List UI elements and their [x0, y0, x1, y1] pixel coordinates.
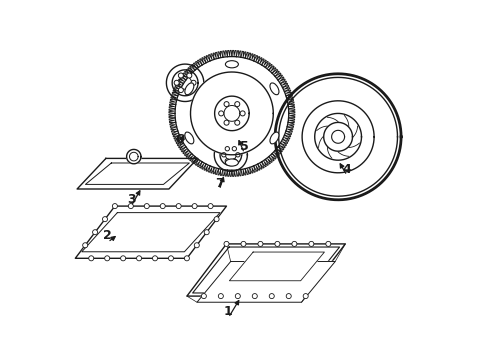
Circle shape [235, 153, 240, 157]
Polygon shape [197, 261, 334, 302]
Circle shape [285, 294, 291, 299]
Circle shape [152, 256, 157, 261]
Circle shape [82, 243, 87, 248]
Ellipse shape [225, 61, 238, 68]
Circle shape [218, 294, 223, 299]
Circle shape [303, 294, 307, 299]
Circle shape [128, 203, 133, 209]
Circle shape [224, 120, 228, 125]
Ellipse shape [184, 83, 193, 95]
Circle shape [186, 87, 191, 93]
Circle shape [194, 243, 199, 248]
Ellipse shape [269, 83, 278, 95]
Circle shape [224, 241, 228, 246]
Circle shape [269, 294, 274, 299]
Circle shape [240, 111, 244, 116]
Polygon shape [85, 163, 189, 184]
Circle shape [104, 256, 109, 261]
Polygon shape [214, 138, 247, 171]
Text: 6: 6 [175, 133, 183, 146]
Circle shape [136, 256, 142, 261]
Polygon shape [186, 244, 345, 296]
Polygon shape [275, 74, 400, 200]
Polygon shape [229, 252, 324, 281]
Polygon shape [75, 206, 226, 258]
Polygon shape [323, 122, 352, 151]
Circle shape [178, 73, 183, 78]
Polygon shape [77, 158, 197, 189]
Polygon shape [168, 50, 294, 176]
Circle shape [121, 256, 125, 261]
Polygon shape [81, 213, 220, 252]
Polygon shape [192, 247, 339, 293]
Circle shape [102, 217, 107, 222]
Circle shape [207, 203, 213, 209]
Polygon shape [126, 149, 141, 164]
Circle shape [184, 256, 189, 261]
Circle shape [112, 203, 117, 209]
Polygon shape [166, 64, 203, 102]
Circle shape [218, 111, 223, 116]
Circle shape [252, 294, 257, 299]
Circle shape [235, 294, 240, 299]
Circle shape [192, 203, 197, 209]
Polygon shape [190, 72, 273, 155]
Circle shape [191, 80, 196, 85]
Circle shape [168, 256, 173, 261]
Circle shape [232, 147, 236, 151]
Text: 5: 5 [240, 140, 248, 153]
Polygon shape [214, 96, 249, 131]
Circle shape [178, 87, 183, 93]
Circle shape [274, 241, 279, 246]
Circle shape [176, 203, 181, 209]
Circle shape [144, 203, 149, 209]
Text: 7: 7 [215, 177, 223, 190]
Circle shape [88, 256, 94, 261]
Circle shape [234, 102, 239, 107]
Text: 2: 2 [103, 229, 112, 242]
Circle shape [201, 294, 206, 299]
Circle shape [308, 241, 313, 246]
Circle shape [325, 241, 330, 246]
Circle shape [92, 230, 98, 235]
Circle shape [257, 241, 263, 246]
Text: 1: 1 [224, 305, 232, 318]
Circle shape [234, 120, 239, 125]
Circle shape [224, 147, 229, 151]
Circle shape [221, 153, 225, 157]
Circle shape [214, 217, 219, 222]
Text: 4: 4 [342, 163, 351, 176]
Circle shape [224, 102, 228, 107]
Circle shape [204, 230, 209, 235]
Ellipse shape [184, 132, 193, 144]
Circle shape [232, 159, 236, 163]
Ellipse shape [269, 132, 278, 144]
Circle shape [174, 80, 179, 85]
Circle shape [224, 159, 229, 163]
Circle shape [241, 241, 245, 246]
Circle shape [160, 203, 165, 209]
Text: 3: 3 [126, 193, 135, 206]
Ellipse shape [225, 159, 238, 166]
Circle shape [291, 241, 296, 246]
Circle shape [186, 73, 191, 78]
